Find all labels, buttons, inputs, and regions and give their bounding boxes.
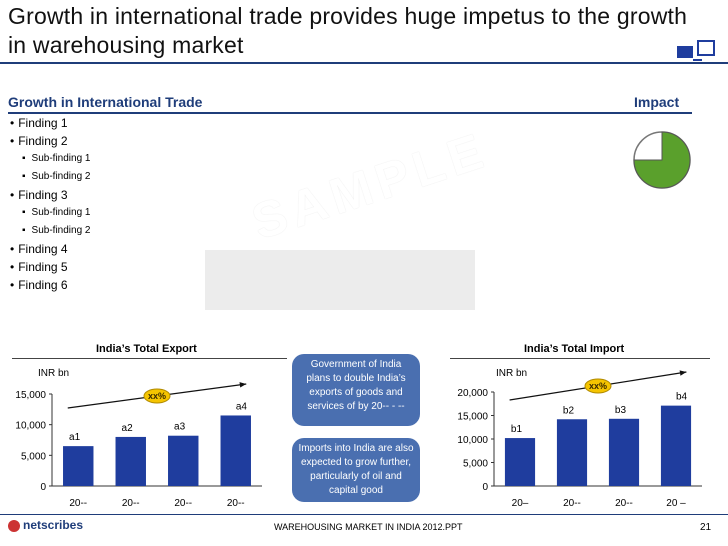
x-tick-label: 20-- bbox=[615, 498, 633, 509]
y-axis-label: INR bn bbox=[38, 368, 69, 379]
y-tick-label: 10,000 bbox=[15, 421, 46, 432]
impact-pie bbox=[632, 130, 692, 195]
finding-item: Finding 1 bbox=[10, 116, 67, 130]
export-chart-rule bbox=[12, 358, 287, 359]
y-tick-label: 20,000 bbox=[457, 388, 488, 399]
sub-finding-item: Sub-finding 2 bbox=[22, 225, 91, 237]
bar-data-label: b3 bbox=[615, 405, 627, 416]
import-chart-rule bbox=[450, 358, 710, 359]
logo-text: netscribes bbox=[23, 518, 84, 532]
bar bbox=[220, 415, 251, 486]
export-chart: INR bn 15,000 10,000 5,000 0 a1 20-- a2 20-- a3 20… bbox=[15, 368, 262, 509]
bar-data-label: a2 bbox=[122, 423, 134, 434]
finding-item: Finding 4 bbox=[10, 242, 67, 256]
section-divider bbox=[8, 112, 692, 114]
bar bbox=[504, 438, 536, 486]
watermark-text: SAMPLE bbox=[245, 121, 496, 251]
x-tick-label: 20 – bbox=[666, 498, 686, 509]
finding-item: Finding 3 bbox=[10, 188, 67, 202]
bar bbox=[608, 418, 640, 486]
footer-divider bbox=[0, 514, 728, 515]
growth-badge bbox=[584, 378, 612, 394]
x-tick-label: 20-- bbox=[227, 498, 245, 509]
export-callout: Government of India plans to double Indi… bbox=[292, 354, 420, 426]
slide-icon bbox=[676, 40, 716, 66]
bar-data-label: b1 bbox=[511, 424, 523, 435]
y-tick-label: 5,000 bbox=[463, 459, 488, 470]
x-tick-label: 20-- bbox=[174, 498, 192, 509]
y-tick-label: 15,000 bbox=[15, 390, 46, 401]
bar bbox=[63, 446, 94, 486]
title-divider bbox=[0, 62, 728, 64]
logo-icon bbox=[8, 519, 20, 532]
bar bbox=[115, 436, 146, 486]
growth-badge-label: xx% bbox=[148, 391, 166, 401]
bar-data-label: a1 bbox=[69, 432, 81, 443]
impact-heading: Impact bbox=[634, 94, 680, 110]
y-tick-label: 10,000 bbox=[457, 435, 488, 446]
trend-arrow-head bbox=[679, 370, 687, 376]
y-tick-label: 15,000 bbox=[457, 412, 488, 423]
bar bbox=[556, 419, 588, 486]
bar-data-label: b4 bbox=[676, 392, 688, 403]
bar bbox=[168, 435, 199, 486]
bar-data-label: a3 bbox=[174, 422, 186, 433]
footer-filename: WAREHOUSING MARKET IN INDIA 2012.PPT bbox=[274, 522, 463, 532]
x-tick-label: 20-- bbox=[563, 498, 581, 509]
trend-arrow-head bbox=[239, 382, 247, 388]
x-tick-label: 20-- bbox=[122, 498, 140, 509]
finding-item: Finding 5 bbox=[10, 260, 67, 274]
sub-finding-item: Sub-finding 2 bbox=[22, 171, 91, 183]
bar-data-label: a4 bbox=[236, 401, 248, 412]
import-chart: INR bn 20,000 15,000 10,000 5,000 0 b1 20– b2 20-… bbox=[457, 368, 702, 509]
y-tick-label: 0 bbox=[482, 482, 488, 493]
y-tick-label: 5,000 bbox=[21, 451, 46, 462]
sub-finding-item: Sub-finding 1 bbox=[22, 207, 91, 219]
finding-item: Finding 2 bbox=[10, 134, 67, 148]
growth-badge bbox=[143, 388, 171, 404]
finding-item: Finding 6 bbox=[10, 278, 67, 292]
y-axis-label: INR bn bbox=[496, 368, 527, 379]
x-tick-label: 20-- bbox=[69, 498, 87, 509]
page-number: 21 bbox=[700, 522, 712, 533]
x-tick-label: 20– bbox=[512, 498, 529, 509]
slide-title: Growth in international trade provides h… bbox=[8, 3, 688, 58]
watermark-band bbox=[205, 250, 475, 310]
bar-data-label: b2 bbox=[563, 405, 575, 416]
growth-badge-label: xx% bbox=[589, 381, 607, 391]
bar bbox=[660, 405, 692, 486]
sub-finding-item: Sub-finding 1 bbox=[22, 153, 91, 165]
import-callout: Imports into India are also expected to … bbox=[292, 438, 420, 502]
import-chart-title: India’s Total Import bbox=[524, 343, 625, 355]
netscribes-logo: netscribes bbox=[8, 518, 83, 532]
section-heading: Growth in International Trade bbox=[8, 94, 203, 110]
impact-slice bbox=[633, 131, 691, 189]
y-tick-label: 0 bbox=[40, 482, 46, 493]
export-chart-title: India’s Total Export bbox=[96, 343, 197, 355]
